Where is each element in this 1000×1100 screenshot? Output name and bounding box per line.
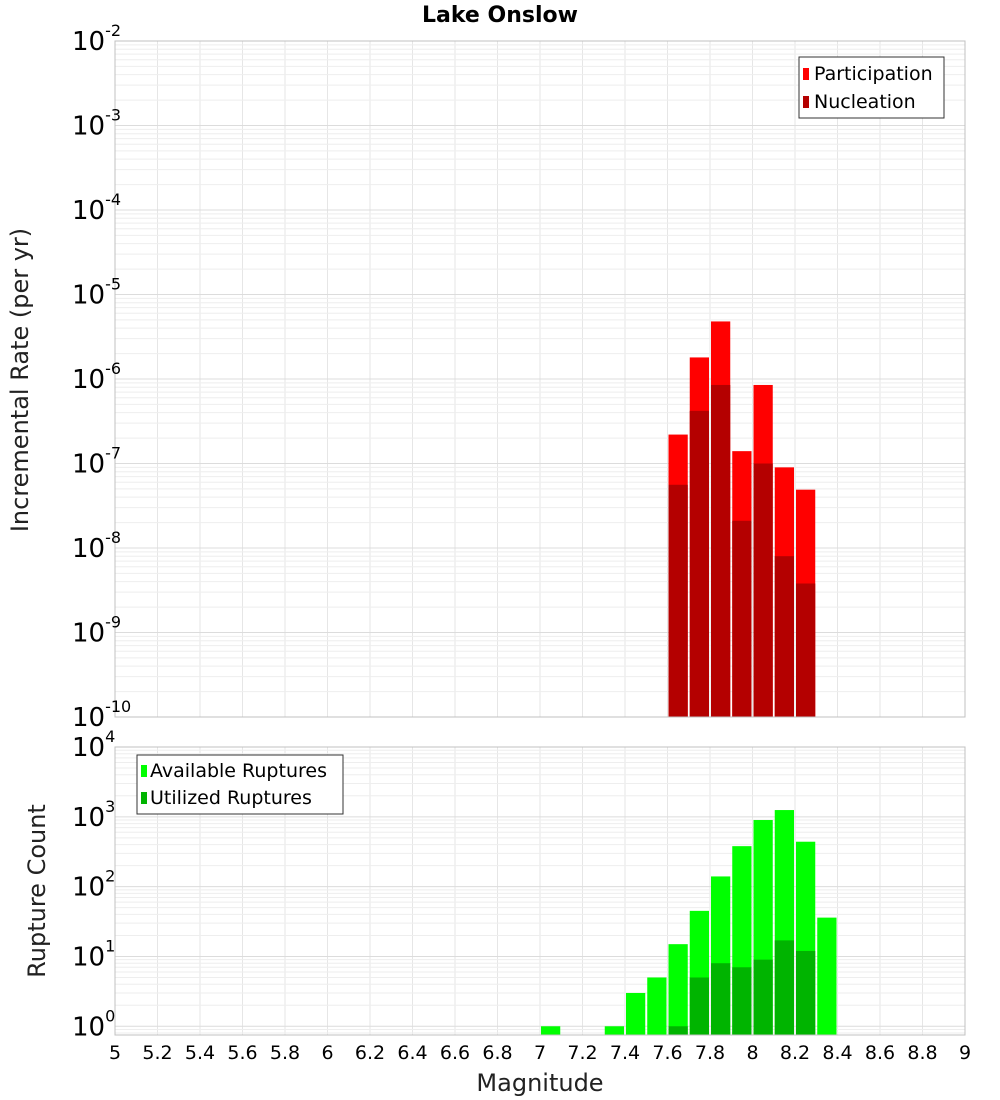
- rate-y-tick-label: 10-4: [72, 190, 121, 226]
- svg-text:10-3: 10-3: [72, 106, 121, 142]
- count-bar-a: [668, 944, 688, 1035]
- count-bars: [541, 810, 837, 1035]
- x-tick-label: 5.6: [227, 1042, 257, 1064]
- count-panel: 104 103 102 101 100 5 5.2 5.4 5.6 5.8 6 6.2 6.4 6.6 6…: [23, 727, 971, 1097]
- svg-text:10-5: 10-5: [72, 275, 121, 311]
- rate-y-tick-label: 10-5: [72, 275, 121, 311]
- rate-grid: [114, 40, 966, 718]
- svg-text:10-6: 10-6: [72, 359, 121, 395]
- svg-text:10-7: 10-7: [72, 444, 121, 480]
- svg-text:10-4: 10-4: [72, 190, 121, 226]
- rate-bar-b: [711, 384, 731, 717]
- rate-y-tick-label: 10-9: [72, 613, 121, 649]
- legend-swatch-utilized: [141, 792, 147, 804]
- count-bar-b: [689, 977, 709, 1035]
- legend-label-utilized: Utilized Ruptures: [150, 787, 312, 809]
- count-y-tick-label: 104: [72, 727, 115, 763]
- x-tick-label: 6.6: [440, 1042, 470, 1064]
- legend-swatch-available: [141, 765, 147, 777]
- rate-legend-box: [798, 56, 945, 119]
- count-bar-b: [753, 959, 773, 1035]
- x-tick-label: 6.2: [355, 1042, 385, 1064]
- count-y-ticks: 104 103 102 101 100: [72, 727, 115, 1042]
- x-tick-label: 7.4: [610, 1042, 640, 1064]
- svg-text:10-10: 10-10: [72, 697, 131, 733]
- count-plot-frame: [114, 746, 966, 1036]
- x-tick-label: 8.8: [907, 1042, 937, 1064]
- count-bar-b: [774, 940, 794, 1035]
- svg-text:101: 101: [72, 936, 115, 972]
- rate-y-tick-label: 10-7: [72, 444, 121, 480]
- svg-text:10-2: 10-2: [72, 21, 121, 57]
- rate-y-axis-label: Incremental Rate (per yr): [6, 228, 34, 532]
- rate-bars: [668, 321, 816, 717]
- rate-y-tick-label: 10-6: [72, 359, 121, 395]
- x-tick-label: 9: [959, 1042, 971, 1064]
- rate-bar-b: [689, 410, 709, 717]
- rate-legend[interactable]: Participation Nucleation: [798, 56, 945, 119]
- x-tick-label: 5.4: [185, 1042, 215, 1064]
- x-tick-label: 8.6: [865, 1042, 895, 1064]
- count-bar-a: [647, 977, 667, 1035]
- count-bar-a: [626, 992, 646, 1035]
- rate-y-tick-label: 10-10: [72, 697, 131, 733]
- count-bar-b: [668, 1026, 688, 1035]
- rate-bar-b: [774, 556, 794, 717]
- svg-text:102: 102: [72, 867, 115, 903]
- count-legend[interactable]: Available Ruptures Utilized Ruptures: [136, 754, 344, 815]
- x-tick-label: 6.8: [482, 1042, 512, 1064]
- svg-text:10-9: 10-9: [72, 613, 121, 649]
- x-axis-ticks: 5 5.2 5.4 5.6 5.8 6 6.2 6.4 6.6 6.8 7 7.2 7.4 7.6 7.8 8…: [109, 1042, 971, 1064]
- x-tick-label: 7.2: [567, 1042, 597, 1064]
- x-tick-label: 7.8: [695, 1042, 725, 1064]
- svg-text:103: 103: [72, 797, 115, 833]
- x-tick-label: 8.4: [822, 1042, 852, 1064]
- x-axis-label: Magnitude: [476, 1069, 603, 1097]
- x-tick-label: 8: [746, 1042, 758, 1064]
- legend-swatch-participation: [803, 68, 809, 80]
- x-tick-label: 8.2: [780, 1042, 810, 1064]
- svg-text:10-8: 10-8: [72, 528, 121, 564]
- legend-swatch-nucleation: [803, 96, 809, 108]
- legend-label-participation: Participation: [814, 63, 933, 85]
- svg-text:100: 100: [72, 1006, 115, 1042]
- x-tick-label: 6: [321, 1042, 333, 1064]
- rate-y-ticks: 10-2 10-3 10-4 10-5 10-6 10-7 10-8 10-9 10-10: [72, 21, 131, 733]
- rate-bar-b: [796, 583, 816, 717]
- rate-bar-b: [732, 520, 752, 717]
- count-y-axis-label: Rupture Count: [23, 804, 51, 978]
- count-bar-a: [541, 1026, 561, 1035]
- rate-y-tick-label: 10-2: [72, 21, 121, 57]
- count-bar-a: [817, 917, 837, 1035]
- count-bar-b: [796, 950, 816, 1035]
- x-tick-label: 5: [109, 1042, 121, 1064]
- rate-y-tick-label: 10-3: [72, 106, 121, 142]
- rate-y-tick-label: 10-8: [72, 528, 121, 564]
- x-tick-label: 6.4: [397, 1042, 427, 1064]
- chart-title: Lake Onslow: [422, 3, 578, 28]
- count-y-tick-label: 101: [72, 936, 115, 972]
- rate-plot-frame: [114, 40, 966, 718]
- x-tick-label: 7.6: [652, 1042, 682, 1064]
- rate-panel: 10-2 10-3 10-4 10-5 10-6 10-7 10-8 10-9 10-10 In…: [6, 21, 966, 733]
- count-y-tick-label: 100: [72, 1006, 115, 1042]
- x-tick-label: 5.2: [142, 1042, 172, 1064]
- legend-label-available: Available Ruptures: [150, 760, 327, 782]
- x-tick-label: 7: [534, 1042, 546, 1064]
- rate-bar-b: [753, 463, 773, 717]
- count-bar-b: [732, 967, 752, 1035]
- legend-label-nucleation: Nucleation: [814, 91, 916, 113]
- count-y-tick-label: 103: [72, 797, 115, 833]
- count-legend-box: [136, 754, 344, 815]
- svg-text:104: 104: [72, 727, 115, 763]
- count-bar-a: [604, 1026, 624, 1035]
- count-y-tick-label: 102: [72, 867, 115, 903]
- count-bar-b: [711, 963, 731, 1035]
- rate-bar-b: [668, 484, 688, 717]
- x-tick-label: 5.8: [270, 1042, 300, 1064]
